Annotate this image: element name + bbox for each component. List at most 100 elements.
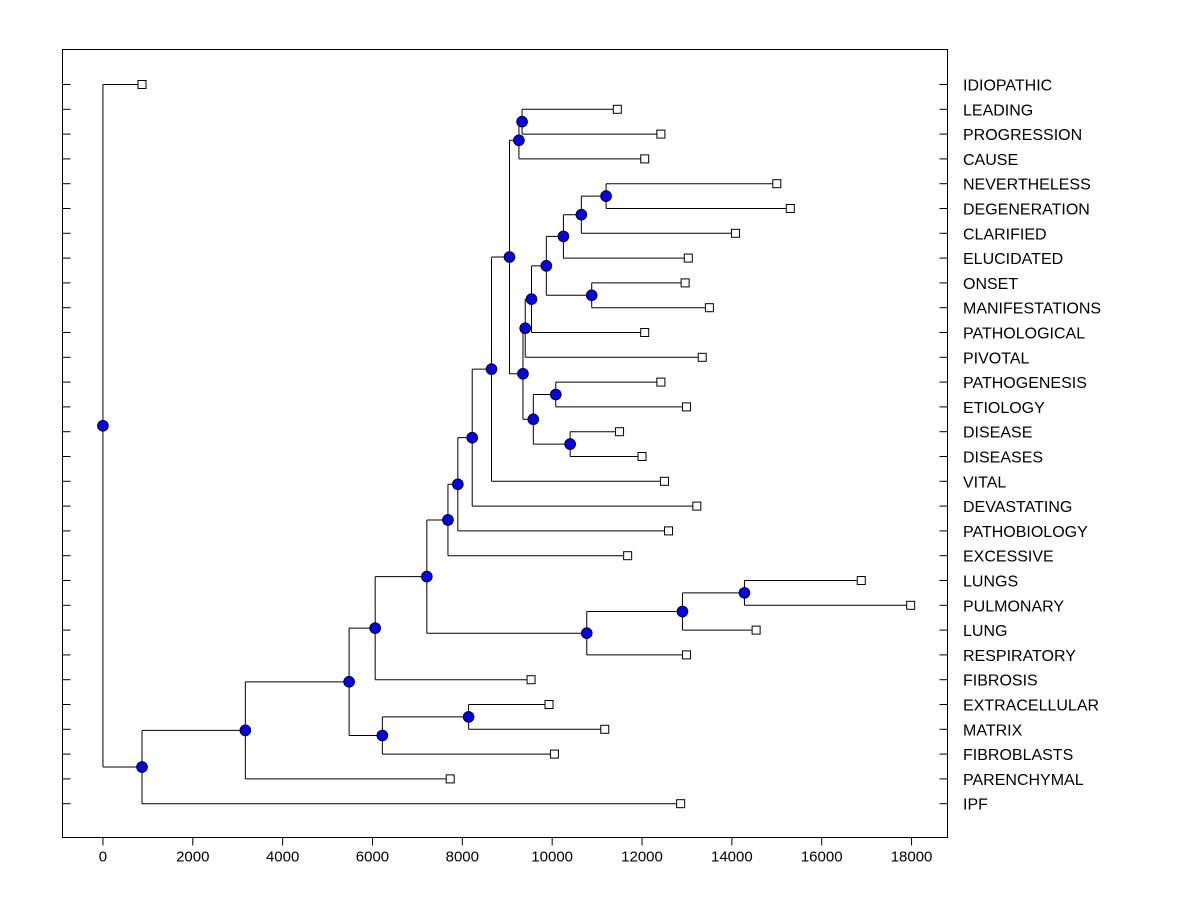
leaf-label-lung: LUNG — [963, 623, 1007, 640]
leaf-marker-parenchymal — [445, 774, 455, 784]
leaf-marker-respiratory — [681, 650, 691, 660]
y-axis-ticks — [62, 84, 948, 805]
x-tick-label-6000: 6000 — [356, 849, 389, 866]
merge-node-m1 — [516, 115, 528, 128]
leaf-label-pathogenesis: PATHOGENESIS — [963, 375, 1087, 392]
x-tick-label-4000: 4000 — [266, 849, 299, 866]
merge-node-m29 — [97, 419, 109, 432]
leaf-label-etiology: ETIOLOGY — [963, 400, 1045, 417]
leaf-marker-devastating — [692, 501, 702, 511]
x-tick-label-14000: 14000 — [711, 849, 753, 866]
x-tick-label-10000: 10000 — [531, 849, 573, 866]
merge-node-m3 — [600, 190, 612, 202]
leaf-label-pulmonary: PULMONARY — [963, 598, 1064, 615]
leaf-marker-leading — [612, 104, 622, 114]
leaf-marker-manifestations — [704, 303, 714, 313]
leaf-marker-lungs — [856, 576, 866, 585]
leaf-label-idiopathic: IDIOPATHIC — [963, 78, 1052, 95]
leaf-marker-clarified — [730, 228, 740, 238]
leaf-marker-pathological — [640, 328, 650, 337]
x-tick-label-18000: 18000 — [891, 849, 933, 866]
leaf-label-pathobiology: PATHOBIOLOGY — [963, 524, 1088, 541]
merge-node-m4 — [575, 208, 588, 221]
leaf-label-respiratory: RESPIRATORY — [963, 648, 1076, 665]
leaf-label-ipf: IPF — [963, 797, 988, 814]
leaf-marker-vital — [659, 476, 669, 486]
x-tick-label-16000: 16000 — [801, 849, 843, 866]
merge-node-m7 — [540, 260, 553, 272]
leaf-marker-diseases — [637, 452, 647, 461]
leaf-markers — [137, 80, 916, 809]
merge-node-m27 — [239, 724, 252, 737]
leaf-marker-onset — [680, 278, 690, 288]
leaf-label-lungs: LUNGS — [963, 574, 1018, 591]
leaf-marker-excessive — [623, 551, 633, 561]
leaf-marker-ipf — [676, 799, 686, 809]
merge-node-m5 — [557, 230, 570, 243]
plot-frame — [62, 49, 948, 838]
leaf-marker-idiopathic — [137, 80, 147, 89]
leaf-marker-extracellular — [544, 700, 554, 709]
merge-node-m10 — [549, 388, 562, 401]
x-axis-ticks — [102, 837, 913, 846]
leaf-label-vital: VITAL — [963, 474, 1006, 491]
leaf-marker-fibroblasts — [549, 749, 559, 759]
leaf-marker-lung — [751, 625, 761, 635]
merge-node-m15 — [485, 363, 498, 375]
leaf-label-clarified: CLARIFIED — [963, 226, 1047, 243]
merge-node-m9 — [519, 322, 532, 335]
x-tick-label-2000: 2000 — [176, 849, 209, 866]
leaf-marker-matrix — [600, 724, 610, 734]
leaf-label-parenchymal: PARENCHYMAL — [963, 772, 1084, 789]
merge-node-m6 — [585, 289, 598, 302]
merge-node-m13 — [517, 367, 529, 380]
x-tick-label-12000: 12000 — [621, 849, 663, 866]
x-tick-label-8000: 8000 — [446, 849, 479, 866]
leaf-label-elucidated: ELUCIDATED — [963, 251, 1063, 268]
leaf-marker-progression — [656, 129, 666, 139]
x-tick-label-0: 0 — [99, 849, 107, 866]
merge-node-m20 — [676, 605, 689, 618]
leaf-label-pathological: PATHOLOGICAL — [963, 326, 1085, 343]
leaf-label-excessive: EXCESSIVE — [963, 549, 1054, 566]
leaf-labels: IDIOPATHIC LEADING PROGRESSION CAUSE NEVERTH… — [963, 78, 1101, 814]
merge-node-m12 — [527, 413, 540, 426]
leaf-marker-fibrosis — [526, 675, 536, 685]
leaf-marker-disease — [615, 427, 625, 437]
leaf-label-fibrosis: FIBROSIS — [963, 673, 1038, 690]
merge-node-m18 — [442, 514, 454, 526]
leaf-label-extracellular: EXTRACELLULAR — [963, 698, 1099, 715]
leaf-label-leading: LEADING — [963, 102, 1033, 119]
leaf-marker-pathobiology — [664, 526, 674, 536]
merge-node-m26 — [343, 676, 355, 688]
leaf-marker-elucidated — [683, 253, 693, 263]
merge-node-m11 — [564, 438, 576, 450]
x-axis-tick-labels: 0 2000 4000 6000 8000 10000 12000 14000 16000 180… — [99, 849, 933, 866]
leaf-label-onset: ONSET — [963, 276, 1018, 293]
merge-nodes — [97, 115, 751, 773]
leaf-label-progression: PROGRESSION — [963, 127, 1082, 144]
leaf-marker-nevertheless — [772, 179, 782, 189]
merge-node-m17 — [452, 478, 464, 491]
leaf-label-diseases: DISEASES — [963, 450, 1043, 467]
leaf-marker-etiology — [681, 402, 691, 412]
merge-node-m16 — [466, 431, 479, 444]
leaf-marker-cause — [640, 154, 650, 164]
leaf-marker-pivotal — [697, 352, 707, 362]
merge-node-m14 — [503, 251, 516, 263]
leaf-marker-pathogenesis — [656, 377, 666, 387]
leaf-marker-degeneration — [785, 204, 795, 213]
merge-node-m23 — [369, 622, 381, 634]
leaf-label-pivotal: PIVOTAL — [963, 350, 1029, 367]
leaf-label-disease: DISEASE — [963, 425, 1032, 442]
leaf-label-matrix: MATRIX — [963, 722, 1023, 739]
merge-node-m19 — [738, 587, 751, 599]
leaf-label-degeneration: DEGENERATION — [963, 202, 1090, 219]
leaf-label-fibroblasts: FIBROBLASTS — [963, 747, 1073, 764]
leaf-marker-pulmonary — [906, 600, 916, 610]
merge-node-m21 — [580, 627, 593, 640]
merge-node-m2 — [513, 134, 525, 147]
merge-node-m22 — [421, 570, 433, 583]
leaf-label-cause: CAUSE — [963, 152, 1018, 169]
